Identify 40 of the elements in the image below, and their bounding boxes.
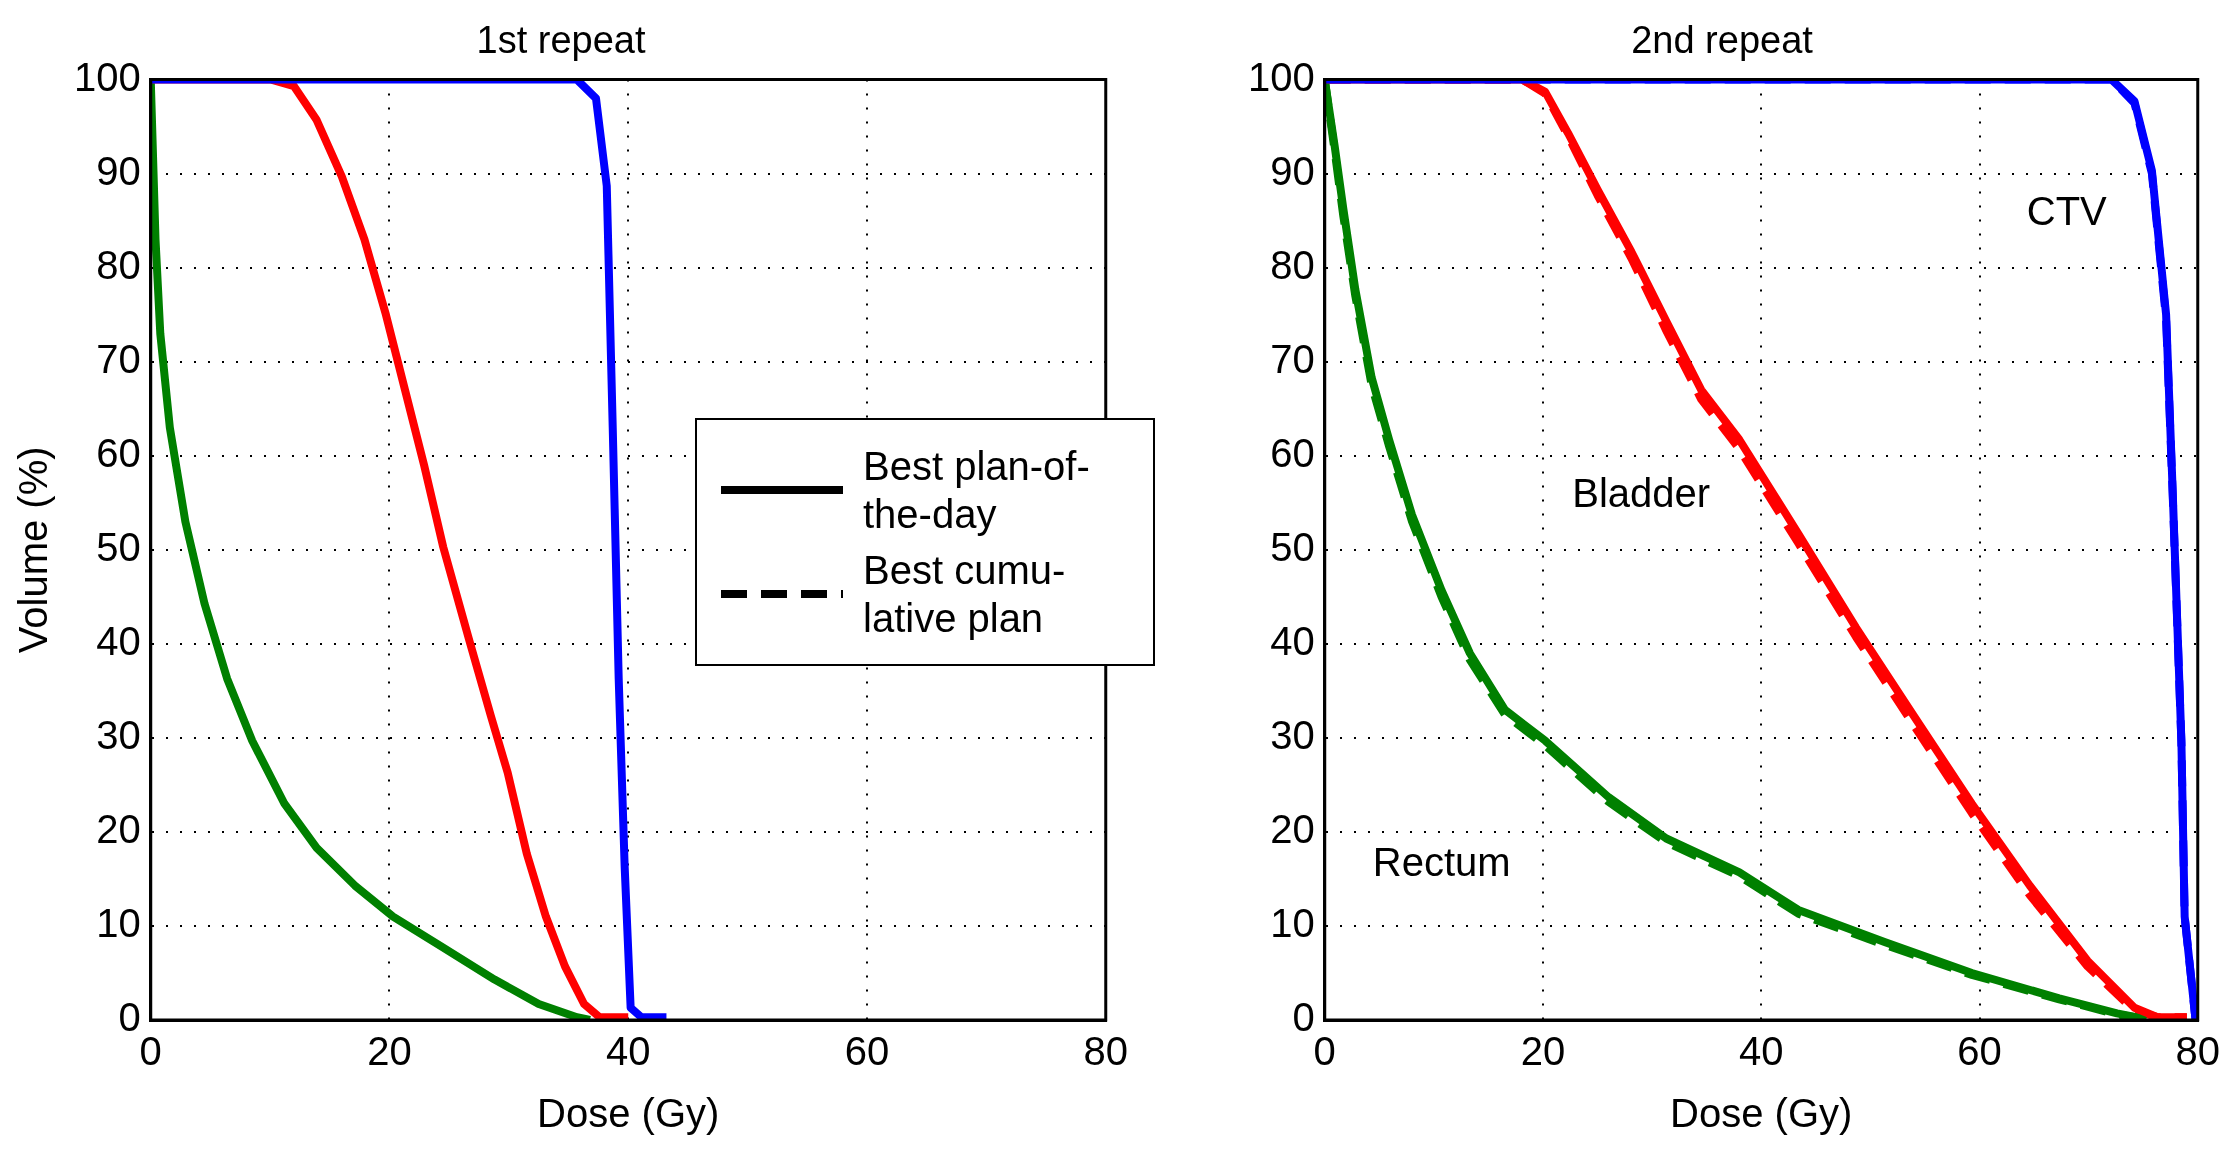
y-tick-label: 90 xyxy=(96,148,141,193)
y-tick-label: 30 xyxy=(96,712,141,757)
annotation: Bladder xyxy=(1572,471,1711,516)
y-tick-label: 60 xyxy=(1270,430,1315,475)
x-tick-label: 60 xyxy=(1957,1029,2002,1074)
chart-title: 2nd repeat xyxy=(1631,19,1814,62)
y-tick-label: 90 xyxy=(1270,148,1315,193)
x-tick-label: 20 xyxy=(367,1029,412,1074)
y-tick-label: 50 xyxy=(1270,524,1315,569)
y-tick-label: 80 xyxy=(1270,242,1315,287)
y-axis-title: Volume (%) xyxy=(11,446,56,654)
y-tick-label: 40 xyxy=(1270,618,1315,663)
annotation: Rectum xyxy=(1372,839,1511,884)
y-tick-label: 50 xyxy=(96,524,141,569)
x-axis-title: Dose (Gy) xyxy=(537,1091,720,1136)
y-tick-label: 70 xyxy=(1270,336,1315,381)
y-tick-label: 20 xyxy=(1270,806,1315,851)
y-tick-label: 40 xyxy=(96,618,141,663)
y-tick-label: 100 xyxy=(1247,54,1315,99)
annotation: CTV xyxy=(2026,189,2108,234)
y-tick-label: 70 xyxy=(96,336,141,381)
x-tick-label: 20 xyxy=(1520,1029,1566,1074)
y-tick-label: 100 xyxy=(73,54,141,99)
y-tick-label: 20 xyxy=(96,806,141,851)
y-tick-label: 0 xyxy=(118,995,141,1040)
x-axis-title: Dose (Gy) xyxy=(1670,1091,1853,1136)
y-tick-label: 60 xyxy=(96,430,141,475)
chart-title: 1st repeat xyxy=(476,19,646,62)
x-tick-label: 40 xyxy=(1739,1029,1784,1074)
legend-label: Best plan-of-the-day xyxy=(863,443,1091,538)
x-tick-label: 60 xyxy=(844,1029,890,1074)
legend-label: Best cumu-lative plan xyxy=(863,547,1067,642)
y-tick-label: 80 xyxy=(96,242,141,287)
y-tick-label: 10 xyxy=(1270,900,1315,945)
y-tick-label: 10 xyxy=(96,900,141,945)
y-tick-label: 0 xyxy=(1292,995,1315,1040)
y-tick-label: 30 xyxy=(1270,712,1315,757)
x-tick-label: 80 xyxy=(1083,1029,1128,1074)
x-tick-label: 40 xyxy=(606,1029,651,1074)
x-tick-label: 80 xyxy=(2175,1029,2220,1074)
